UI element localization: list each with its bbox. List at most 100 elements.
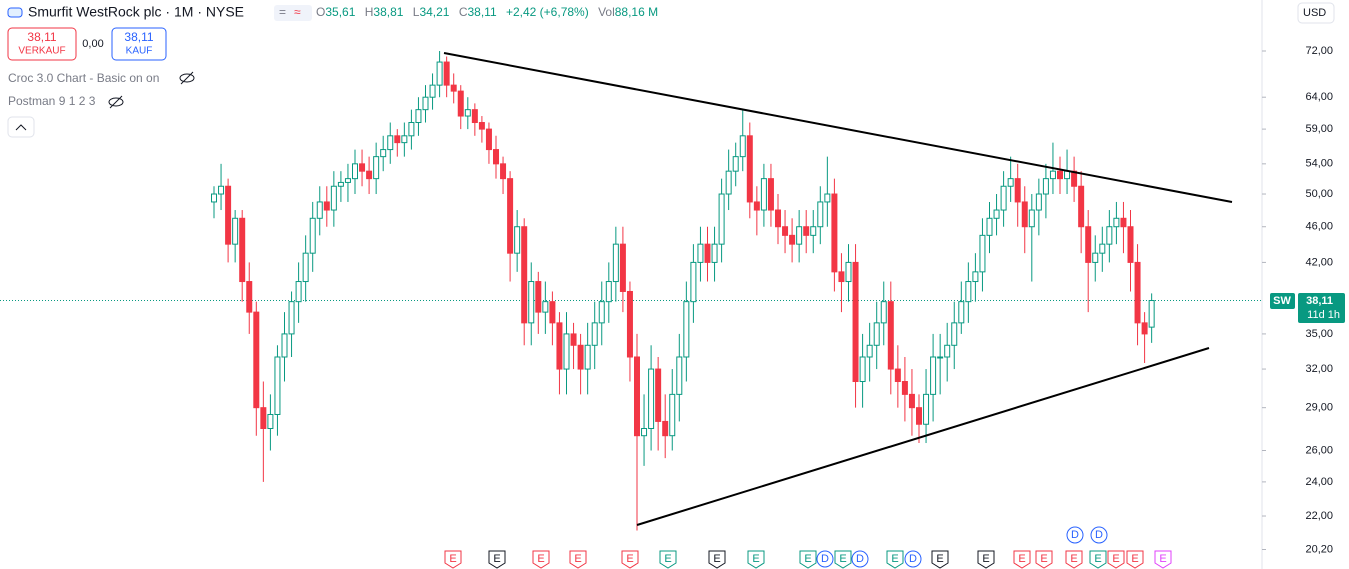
event-badge[interactable]	[532, 550, 550, 569]
candle-body	[739, 135, 746, 158]
candle-body	[344, 178, 351, 183]
currency-button[interactable]	[1297, 2, 1335, 24]
event-label: E	[839, 553, 846, 565]
candle-body	[352, 163, 358, 180]
event-badge[interactable]	[834, 550, 852, 569]
compare-buttons[interactable]	[274, 5, 312, 21]
candle-body	[852, 261, 859, 383]
event-badge[interactable]	[444, 550, 462, 569]
event-badge[interactable]	[886, 550, 904, 569]
event-badge[interactable]	[1013, 550, 1031, 569]
candle-body	[662, 420, 669, 437]
event-label: E	[537, 553, 544, 565]
event-badge[interactable]	[659, 550, 677, 569]
event-label: E	[982, 553, 989, 565]
candle-body	[669, 393, 676, 437]
event-badge[interactable]	[1089, 550, 1107, 569]
ohlc-value: 38,81	[373, 5, 403, 19]
buy-label[interactable]: KAUF	[126, 46, 153, 57]
buy-price[interactable]: 38,11	[124, 30, 153, 44]
event-badge[interactable]	[851, 550, 869, 568]
event-badge[interactable]	[931, 550, 949, 569]
candle-body	[937, 356, 944, 359]
candle-body	[944, 344, 951, 358]
candle-body	[450, 84, 457, 92]
event-badge[interactable]	[1154, 550, 1172, 569]
candle-body	[478, 122, 485, 130]
candle-body	[429, 84, 436, 98]
candle-body	[309, 217, 316, 254]
event-badge[interactable]	[708, 550, 726, 569]
indicator-name[interactable]: Croc 3.0 Chart - Basic on on	[8, 71, 159, 85]
event-label: E	[1094, 553, 1101, 565]
event-badge[interactable]	[1065, 550, 1083, 569]
candle-body	[323, 201, 330, 211]
y-tick-label: 29,00	[1305, 402, 1333, 414]
sell-label[interactable]: VERKAUF	[18, 46, 65, 57]
event-label: E	[891, 553, 898, 565]
event-label: E	[1131, 553, 1138, 565]
candle-body	[1134, 261, 1141, 324]
candle-body	[401, 135, 408, 144]
buy-button[interactable]	[111, 27, 167, 61]
event-badge[interactable]	[1107, 550, 1125, 569]
event-badge[interactable]	[747, 550, 765, 569]
event-label: E	[664, 553, 671, 565]
symbol-title[interactable]: Smurfit WestRock plc · 1M · NYSE	[28, 4, 244, 20]
event-badge[interactable]	[621, 550, 639, 569]
sell-button[interactable]	[7, 27, 77, 61]
sell-price[interactable]: 38,11	[27, 30, 56, 44]
event-label: E	[626, 553, 633, 565]
currency[interactable]: USD	[1303, 7, 1326, 19]
candle-body	[1035, 193, 1042, 211]
event-badge[interactable]	[1066, 526, 1084, 544]
candle-body	[817, 201, 824, 228]
candle-body	[845, 261, 852, 283]
candle-body	[359, 163, 366, 172]
collapse-button[interactable]	[7, 116, 35, 138]
event-badge[interactable]	[904, 550, 922, 568]
event-badge[interactable]	[569, 550, 587, 569]
event-badge[interactable]	[488, 550, 506, 569]
indicator-name[interactable]: Postman 9 1 2 3	[8, 94, 96, 108]
candle-body	[239, 217, 246, 283]
event-label: E	[1112, 553, 1119, 565]
candle-body	[901, 381, 908, 395]
event-badge[interactable]	[1126, 550, 1144, 569]
candle-body	[923, 393, 930, 425]
ohlc-value: 34,21	[419, 5, 449, 19]
candle-body	[648, 368, 655, 429]
event-badge[interactable]	[977, 550, 995, 569]
candle-body	[979, 234, 986, 273]
hide-icon[interactable]	[108, 95, 124, 109]
event-badge[interactable]	[799, 550, 817, 569]
symbol-icon	[7, 7, 23, 18]
candle-body	[619, 243, 626, 292]
candle-body	[612, 243, 619, 283]
candle-body	[1042, 178, 1049, 195]
event-label: E	[1040, 553, 1047, 565]
candle-body	[711, 243, 718, 263]
event-badge[interactable]	[1035, 550, 1053, 569]
candle-body	[972, 271, 979, 283]
ohlc-label: C	[459, 5, 468, 19]
candle-body	[330, 185, 337, 211]
hide-icon[interactable]	[179, 71, 195, 85]
candle-body	[1028, 209, 1035, 228]
candle-body	[1099, 243, 1106, 254]
candle-body	[1057, 170, 1063, 180]
candle-body	[570, 333, 577, 346]
y-tick-label: 32,00	[1305, 363, 1333, 375]
event-badge[interactable]	[1090, 526, 1108, 544]
event-badge[interactable]	[816, 550, 834, 568]
candle-body	[880, 301, 887, 324]
candle-body	[683, 301, 690, 358]
candle-body	[605, 281, 612, 303]
y-tick-label: 24,00	[1305, 476, 1333, 488]
candle-body	[373, 156, 380, 180]
event-label: E	[1070, 553, 1077, 565]
candle-body	[584, 344, 591, 370]
candle-body	[274, 356, 281, 415]
candle-body	[493, 149, 499, 165]
